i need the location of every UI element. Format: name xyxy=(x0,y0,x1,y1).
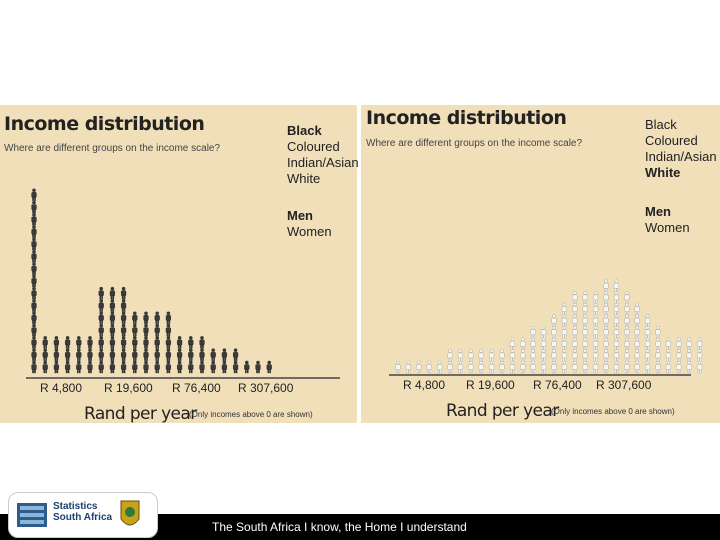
x-tick-label: R 307,600 xyxy=(238,381,294,395)
person-column xyxy=(468,349,474,374)
person-column xyxy=(551,314,557,374)
x-axis-label: Rand per year xyxy=(84,404,197,423)
person-column xyxy=(624,291,630,374)
x-axis-label: Rand per year xyxy=(446,401,559,421)
person-column xyxy=(76,336,82,374)
chart-title: Income distribution xyxy=(366,107,567,129)
legend-black: Black xyxy=(287,123,322,138)
person-column xyxy=(426,360,432,374)
left-chart-panel: Income distribution Where are different … xyxy=(0,105,359,423)
legend-men: Men xyxy=(645,204,671,219)
x-tick-label: R 4,800 xyxy=(403,378,445,392)
person-column xyxy=(199,336,205,374)
person-column xyxy=(165,311,172,374)
person-column xyxy=(154,311,160,374)
person-column xyxy=(478,349,484,374)
legend-white: White xyxy=(287,171,321,186)
legend-coloured: Coloured xyxy=(287,139,340,154)
left-pictogram-chart: R 4,800 R 19,600 R 76,400 R 307,600 Rand per… xyxy=(26,188,340,423)
person-column xyxy=(676,337,682,374)
person-column xyxy=(603,279,609,374)
group-legend: Black Coloured Indian/Asian White xyxy=(645,117,717,181)
logo-graphic xyxy=(17,500,140,527)
stats-sa-logo: Statistics South Africa xyxy=(8,492,158,538)
person-column xyxy=(132,311,138,374)
person-column xyxy=(686,337,692,374)
legend-men: Men xyxy=(287,208,313,223)
person-column xyxy=(98,286,104,374)
footer-tagline: The South Africa I know, the Home I unde… xyxy=(212,520,467,534)
person-column xyxy=(592,291,599,374)
person-column xyxy=(210,348,216,374)
person-column xyxy=(561,302,568,374)
person-column xyxy=(109,286,116,374)
person-column xyxy=(255,360,261,374)
person-column xyxy=(509,337,516,374)
person-column xyxy=(266,360,272,374)
person-column xyxy=(64,336,71,374)
legend-indian-asian: Indian/Asian xyxy=(287,155,359,170)
person-column xyxy=(582,291,588,374)
person-column xyxy=(405,360,412,374)
person-column xyxy=(244,360,250,374)
x-tick-label: R 19,600 xyxy=(104,381,153,395)
person-column xyxy=(176,336,183,374)
person-column xyxy=(540,325,547,374)
chart-subtitle: Where are different groups on the income… xyxy=(366,138,583,149)
person-column xyxy=(457,349,464,374)
person-column xyxy=(416,360,422,374)
person-column xyxy=(530,325,536,374)
chart-title: Income distribution xyxy=(4,113,205,135)
x-tick-label: R 19,600 xyxy=(466,378,515,392)
person-column xyxy=(613,279,620,374)
x-tick-label: R 76,400 xyxy=(172,381,221,395)
person-column xyxy=(488,349,495,374)
right-chart-panel: Income distribution Where are different … xyxy=(361,105,720,423)
right-pictogram-chart: R 4,800 R 19,600 R 76,400 R 307,600 Rand per… xyxy=(389,279,703,421)
person-column xyxy=(221,348,228,374)
person-column xyxy=(665,337,672,374)
gender-legend: Men Women xyxy=(645,204,690,236)
person-column xyxy=(143,311,149,374)
chart-subtitle: Where are different groups on the income… xyxy=(4,143,221,154)
gender-legend: Men Women xyxy=(287,208,332,240)
person-column xyxy=(499,349,505,374)
person-column xyxy=(634,302,640,374)
x-tick-label: R 4,800 xyxy=(40,381,82,395)
person-column xyxy=(436,360,443,374)
person-column xyxy=(520,337,526,374)
person-column xyxy=(447,349,453,374)
person-column xyxy=(31,188,37,374)
legend-women: Women xyxy=(287,224,332,239)
legend-women: Women xyxy=(645,220,690,235)
person-column xyxy=(395,360,401,374)
legend-indian-asian: Indian/Asian xyxy=(645,149,717,164)
x-tick-label: R 307,600 xyxy=(596,378,652,392)
person-column xyxy=(232,348,239,374)
person-column xyxy=(572,291,578,374)
legend-white: White xyxy=(645,165,681,180)
legend-black: Black xyxy=(645,117,677,132)
x-axis-note: (Only incomes above 0 are shown) xyxy=(551,407,675,416)
person-column xyxy=(645,314,651,374)
person-column xyxy=(188,336,194,374)
x-axis-note: (Only incomes above 0 are shown) xyxy=(189,410,313,419)
logo-text: Statistics South Africa xyxy=(53,501,113,523)
person-column xyxy=(655,325,661,374)
x-tick-label: R 76,400 xyxy=(533,378,582,392)
person-column xyxy=(87,336,93,374)
person-column xyxy=(53,336,60,374)
person-column xyxy=(697,337,703,374)
person-column xyxy=(42,336,48,374)
legend-coloured: Coloured xyxy=(645,133,698,148)
person-column xyxy=(120,286,127,374)
group-legend: Black Coloured Indian/Asian White xyxy=(287,123,359,187)
